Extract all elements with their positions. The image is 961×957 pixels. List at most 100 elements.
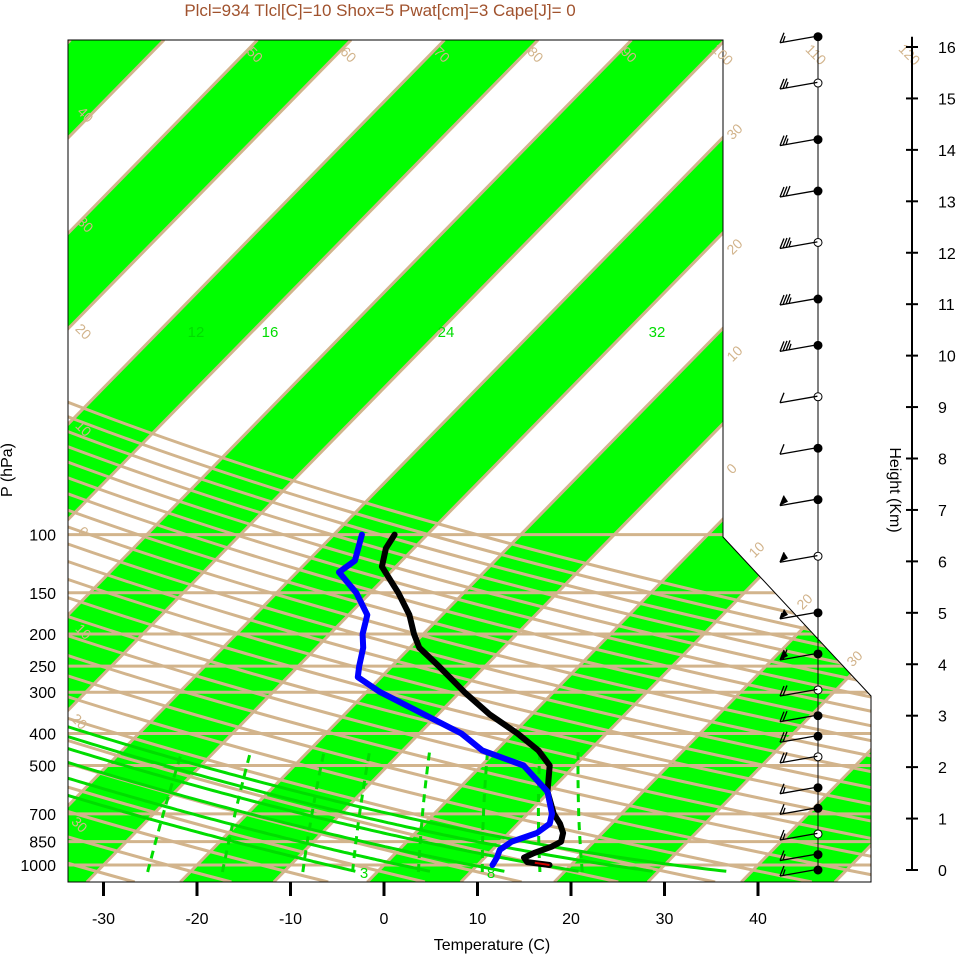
dry-adiabat <box>68 41 871 882</box>
dry-adiabat <box>68 41 871 882</box>
isotherm-label: 20 <box>793 590 815 612</box>
wind-barb-flag <box>779 78 785 90</box>
isotherm <box>68 40 259 882</box>
y-axis-label: P (hPa) <box>0 443 16 497</box>
x-tick-label: 30 <box>656 911 674 928</box>
dewpoint-profile <box>336 531 555 868</box>
isotherm <box>553 40 871 882</box>
wind-barb-half <box>785 138 789 145</box>
height-axis-label: Height (Km) <box>886 447 903 532</box>
wind-barb-flag <box>785 293 791 305</box>
pressure-tick-label: 700 <box>29 807 56 824</box>
dry-adiabat <box>68 41 871 882</box>
height-tick-label: 14 <box>938 143 956 160</box>
wind-barb-pennant <box>780 608 788 619</box>
height-tick-label: 12 <box>938 246 956 263</box>
saturation-label: 3 <box>360 865 368 882</box>
wind-barb-flag <box>779 783 785 794</box>
wind-barb-shaft <box>779 868 818 877</box>
wind-barb-shaft <box>779 853 818 862</box>
dry-adiabat <box>68 41 619 882</box>
dry-adiabat <box>68 41 871 882</box>
mixing-ratio-line <box>416 750 432 873</box>
moist-adiabat <box>68 639 356 873</box>
dry-adiabat <box>68 41 716 882</box>
moist-adiabat <box>68 639 431 873</box>
moist-adiabat <box>68 639 579 873</box>
isotherm-label: 20 <box>723 235 745 257</box>
wind-barb-shaft <box>779 652 818 661</box>
isotherm-label: 0 <box>723 460 740 477</box>
dry-adiabat <box>68 41 871 882</box>
mixing-ratio-label: 24 <box>438 324 455 341</box>
pressure-tick-label: 1000 <box>20 858 56 875</box>
wind-barb-flag <box>779 341 785 352</box>
height-tick-label: 0 <box>938 863 947 880</box>
isotherm <box>68 40 353 882</box>
height-tick-label: 11 <box>938 297 955 314</box>
isotherm-label: 10 <box>745 538 767 560</box>
mixing-ratio-label: 16 <box>262 324 279 341</box>
isotherm <box>68 40 540 882</box>
height-tick-label: 6 <box>938 554 947 571</box>
x-axis-label: Temperature (C) <box>434 937 550 954</box>
pressure-tick-label: 150 <box>29 586 56 603</box>
temperature-band <box>68 40 351 882</box>
theta-label: 0 <box>75 523 92 540</box>
isotherm-label: 10 <box>723 342 745 364</box>
wind-barb-flag <box>779 135 785 146</box>
wind-barb-flag <box>785 185 791 197</box>
wind-barb-shaft <box>779 498 818 507</box>
wind-barb-shaft <box>779 832 818 841</box>
wind-barb-shaft <box>779 554 818 563</box>
temperature-band <box>554 40 871 882</box>
mixing-ratio-label: 12 <box>188 324 205 341</box>
wind-barb-flag <box>779 732 785 743</box>
wind-barbs <box>779 32 823 877</box>
height-tick-label: 15 <box>938 91 956 108</box>
x-tick-label: -10 <box>279 911 302 928</box>
dry-adiabat <box>68 41 871 882</box>
wind-barb-shaft <box>779 688 818 697</box>
wind-barb-flag <box>779 443 785 455</box>
temperature-band <box>741 40 871 882</box>
wind-barb-flag <box>782 294 788 305</box>
wind-barb-pennant <box>780 649 788 660</box>
wind-barb-half <box>782 833 786 840</box>
mixing-ratio-line <box>301 750 326 873</box>
pressure-tick-label: 100 <box>29 528 56 545</box>
dry-adiabat <box>68 41 871 882</box>
wind-barb-flag <box>779 392 785 404</box>
dry-adiabat <box>68 41 813 882</box>
temperature-band <box>68 40 538 882</box>
wind-barb-flag <box>782 340 788 352</box>
dry-adiabat <box>68 41 871 882</box>
mixing-ratio-line <box>576 750 584 873</box>
wind-barb-flag <box>782 685 788 696</box>
wind-barb-shaft <box>779 807 818 815</box>
wind-barb-flag <box>785 237 791 248</box>
wind-barb-flag <box>779 752 785 764</box>
height-tick-label: 1 <box>938 812 947 829</box>
dry-adiabat <box>68 41 871 882</box>
wind-barb-flag <box>779 186 785 198</box>
theta-label: 20 <box>72 320 94 342</box>
temperature-profile <box>378 531 567 868</box>
wind-barb-shaft <box>779 611 818 620</box>
height-tick-label: 16 <box>938 40 956 57</box>
temperature-band <box>68 40 725 882</box>
mixing-ratio-label: 32 <box>649 324 666 341</box>
sounding-profiles <box>336 531 567 868</box>
x-tick-label: 40 <box>749 911 767 928</box>
mixing-ratio-line <box>220 750 253 873</box>
wind-barb-flag <box>779 294 785 306</box>
wind-barb-half <box>788 297 792 304</box>
wind-barb-shaft <box>779 35 818 44</box>
wind-barb-shaft <box>779 395 818 404</box>
x-tick-label: -20 <box>185 911 208 928</box>
wind-barb-flag <box>779 685 785 697</box>
isotherm <box>68 40 446 882</box>
moist-adiabat <box>68 639 653 873</box>
axes: -30 -20 -10 0 10 20 30 401001502002503004005007… <box>20 36 956 928</box>
